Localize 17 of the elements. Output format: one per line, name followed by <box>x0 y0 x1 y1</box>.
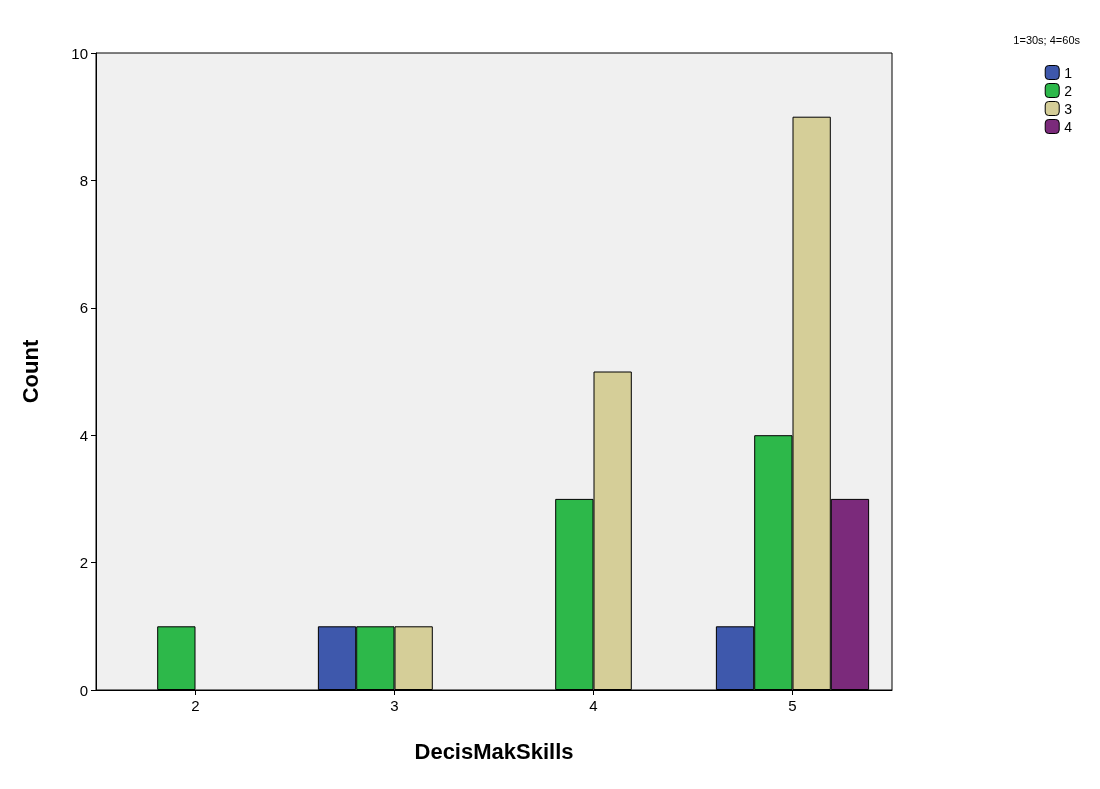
y-axis-title: Count <box>17 339 43 404</box>
legend-title: 1=30s; 4=60s <box>1013 33 1081 46</box>
y-tick-label: 10 <box>71 44 88 62</box>
legend-label: 4 <box>1064 118 1073 135</box>
x-tick-label: 3 <box>390 697 399 714</box>
x-tick-label: 2 <box>191 697 200 714</box>
y-tick-label: 6 <box>79 299 88 317</box>
legend-label: 3 <box>1064 100 1073 117</box>
y-tick-label: 2 <box>79 554 88 572</box>
legend-label: 2 <box>1064 82 1073 99</box>
legend-label: 1 <box>1064 64 1073 81</box>
x-tick-label: 5 <box>788 697 797 714</box>
x-axis-title: DecisMakSkills <box>414 738 574 764</box>
x-tick-label: 4 <box>589 697 598 714</box>
y-tick-label: 8 <box>79 171 88 189</box>
y-tick-label: 4 <box>79 426 88 444</box>
y-tick-label: 0 <box>79 681 88 699</box>
